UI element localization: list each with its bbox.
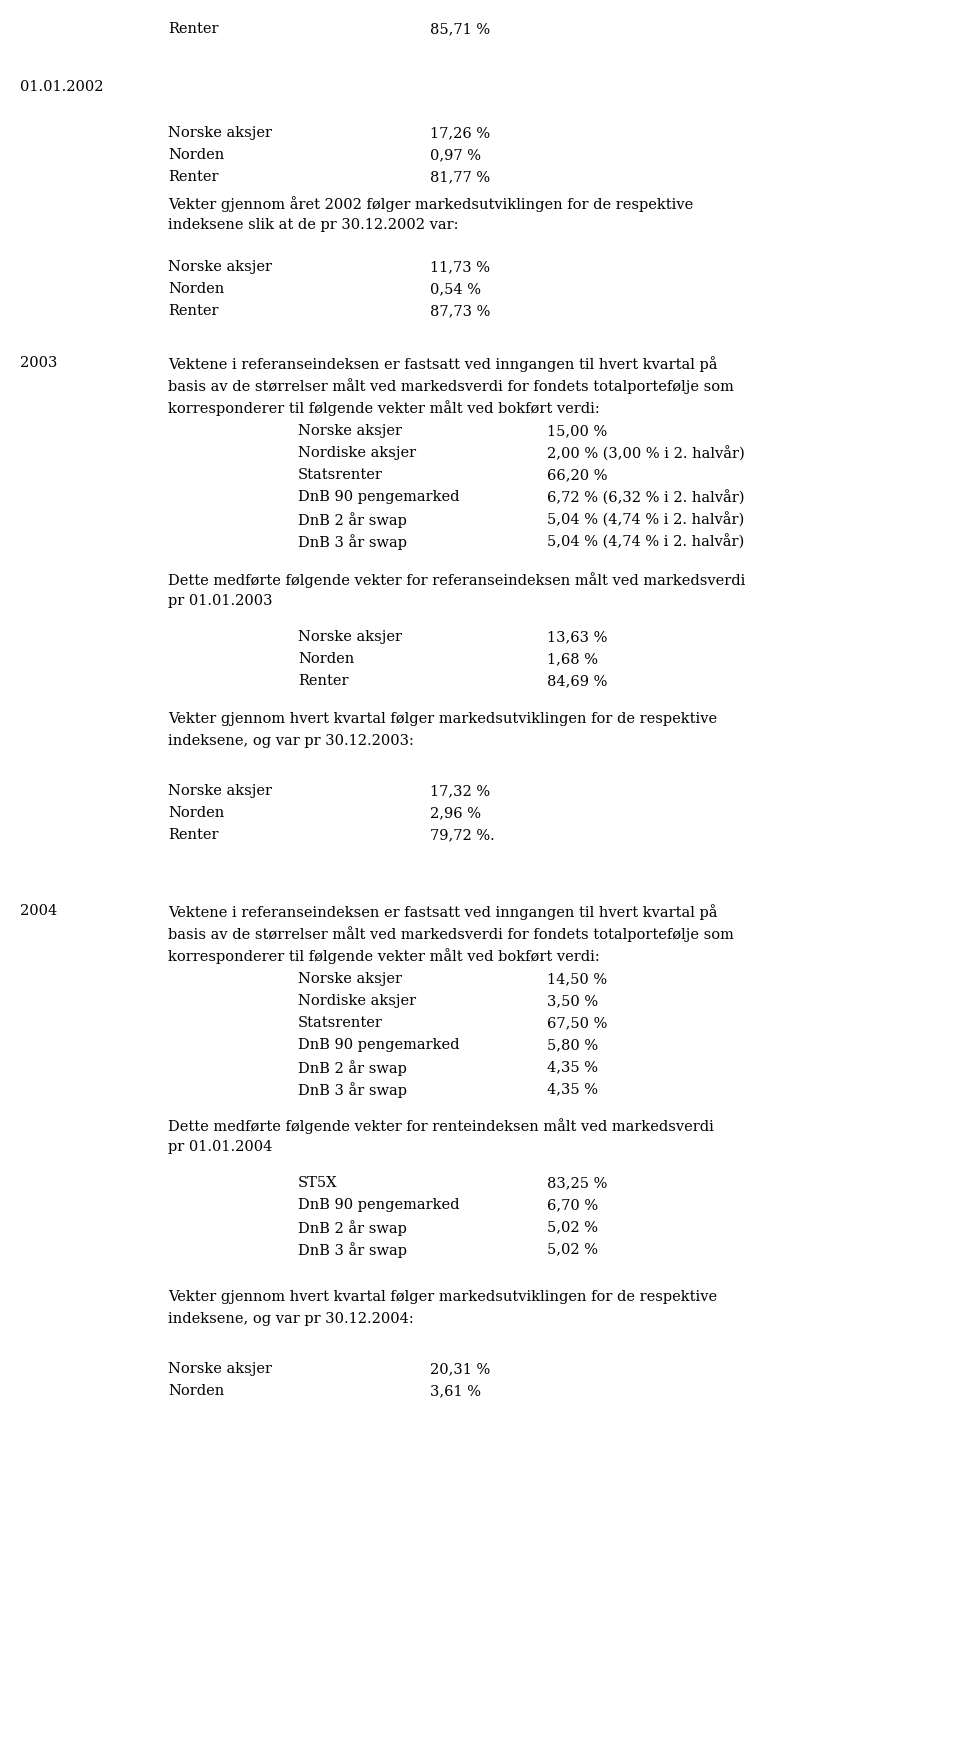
Text: Dette medførte følgende vekter for referanseindeksen målt ved markedsverdi: Dette medførte følgende vekter for refer… bbox=[168, 572, 745, 588]
Text: 14,50 %: 14,50 % bbox=[547, 972, 607, 986]
Text: Norske aksjer: Norske aksjer bbox=[168, 260, 272, 274]
Text: 3,61 %: 3,61 % bbox=[430, 1383, 481, 1397]
Text: pr 01.01.2004: pr 01.01.2004 bbox=[168, 1139, 273, 1153]
Text: indeksene slik at de pr 30.12.2002 var:: indeksene slik at de pr 30.12.2002 var: bbox=[168, 218, 459, 232]
Text: 84,69 %: 84,69 % bbox=[547, 674, 608, 688]
Text: 2004: 2004 bbox=[20, 904, 58, 918]
Text: 4,35 %: 4,35 % bbox=[547, 1060, 598, 1074]
Text: DnB 90 pengemarked: DnB 90 pengemarked bbox=[298, 1197, 460, 1211]
Text: DnB 3 år swap: DnB 3 år swap bbox=[298, 1241, 407, 1257]
Text: 5,80 %: 5,80 % bbox=[547, 1037, 598, 1051]
Text: Renter: Renter bbox=[168, 828, 219, 841]
Text: Norden: Norden bbox=[168, 147, 225, 161]
Text: 5,02 %: 5,02 % bbox=[547, 1241, 598, 1255]
Text: DnB 2 år swap: DnB 2 år swap bbox=[298, 1060, 407, 1076]
Text: DnB 2 år swap: DnB 2 år swap bbox=[298, 512, 407, 528]
Text: 0,97 %: 0,97 % bbox=[430, 147, 481, 161]
Text: Norske aksjer: Norske aksjer bbox=[168, 126, 272, 140]
Text: DnB 90 pengemarked: DnB 90 pengemarked bbox=[298, 1037, 460, 1051]
Text: Vekter gjennom hvert kvartal følger markedsutviklingen for de respektive: Vekter gjennom hvert kvartal følger mark… bbox=[168, 1290, 717, 1304]
Text: 20,31 %: 20,31 % bbox=[430, 1362, 491, 1376]
Text: 87,73 %: 87,73 % bbox=[430, 304, 491, 318]
Text: indeksene, og var pr 30.12.2004:: indeksene, og var pr 30.12.2004: bbox=[168, 1311, 414, 1325]
Text: 2003: 2003 bbox=[20, 356, 58, 370]
Text: DnB 2 år swap: DnB 2 år swap bbox=[298, 1220, 407, 1236]
Text: Norske aksjer: Norske aksjer bbox=[168, 1362, 272, 1376]
Text: Norden: Norden bbox=[298, 651, 354, 665]
Text: Norske aksjer: Norske aksjer bbox=[168, 783, 272, 797]
Text: 5,02 %: 5,02 % bbox=[547, 1220, 598, 1234]
Text: 83,25 %: 83,25 % bbox=[547, 1176, 608, 1190]
Text: Renter: Renter bbox=[168, 304, 219, 318]
Text: 6,70 %: 6,70 % bbox=[547, 1197, 598, 1211]
Text: Vekter gjennom året 2002 følger markedsutviklingen for de respektive: Vekter gjennom året 2002 følger markedsu… bbox=[168, 197, 693, 212]
Text: Vektene i referanseindeksen er fastsatt ved inngangen til hvert kvartal på: Vektene i referanseindeksen er fastsatt … bbox=[168, 904, 717, 920]
Text: basis av de størrelser målt ved markedsverdi for fondets totalportefølje som: basis av de størrelser målt ved markedsv… bbox=[168, 377, 733, 393]
Text: Renter: Renter bbox=[168, 23, 219, 37]
Text: 66,20 %: 66,20 % bbox=[547, 469, 608, 481]
Text: Norske aksjer: Norske aksjer bbox=[298, 423, 402, 437]
Text: 3,50 %: 3,50 % bbox=[547, 993, 598, 1007]
Text: 5,04 % (4,74 % i 2. halvår): 5,04 % (4,74 % i 2. halvår) bbox=[547, 512, 744, 526]
Text: pr 01.01.2003: pr 01.01.2003 bbox=[168, 593, 273, 607]
Text: ST5X: ST5X bbox=[298, 1176, 338, 1190]
Text: 5,04 % (4,74 % i 2. halvår): 5,04 % (4,74 % i 2. halvår) bbox=[547, 534, 744, 549]
Text: DnB 3 år swap: DnB 3 år swap bbox=[298, 1081, 407, 1097]
Text: Norden: Norden bbox=[168, 1383, 225, 1397]
Text: 67,50 %: 67,50 % bbox=[547, 1016, 608, 1030]
Text: Nordiske aksjer: Nordiske aksjer bbox=[298, 446, 416, 460]
Text: 2,96 %: 2,96 % bbox=[430, 806, 481, 820]
Text: 01.01.2002: 01.01.2002 bbox=[20, 81, 104, 95]
Text: 11,73 %: 11,73 % bbox=[430, 260, 490, 274]
Text: Statsrenter: Statsrenter bbox=[298, 469, 383, 481]
Text: 17,26 %: 17,26 % bbox=[430, 126, 491, 140]
Text: 85,71 %: 85,71 % bbox=[430, 23, 491, 37]
Text: 15,00 %: 15,00 % bbox=[547, 423, 608, 437]
Text: Norske aksjer: Norske aksjer bbox=[298, 630, 402, 644]
Text: Vekter gjennom hvert kvartal følger markedsutviklingen for de respektive: Vekter gjennom hvert kvartal følger mark… bbox=[168, 711, 717, 725]
Text: 2,00 % (3,00 % i 2. halvår): 2,00 % (3,00 % i 2. halvår) bbox=[547, 446, 745, 462]
Text: 79,72 %.: 79,72 %. bbox=[430, 828, 494, 841]
Text: Renter: Renter bbox=[298, 674, 348, 688]
Text: 6,72 % (6,32 % i 2. halvår): 6,72 % (6,32 % i 2. halvår) bbox=[547, 490, 745, 505]
Text: korresponderer til følgende vekter målt ved bokført verdi:: korresponderer til følgende vekter målt … bbox=[168, 400, 600, 416]
Text: Norden: Norden bbox=[168, 806, 225, 820]
Text: Vektene i referanseindeksen er fastsatt ved inngangen til hvert kvartal på: Vektene i referanseindeksen er fastsatt … bbox=[168, 356, 717, 372]
Text: Norske aksjer: Norske aksjer bbox=[298, 972, 402, 986]
Text: 81,77 %: 81,77 % bbox=[430, 170, 491, 184]
Text: 0,54 %: 0,54 % bbox=[430, 283, 481, 297]
Text: Norden: Norden bbox=[168, 283, 225, 297]
Text: Nordiske aksjer: Nordiske aksjer bbox=[298, 993, 416, 1007]
Text: 4,35 %: 4,35 % bbox=[547, 1081, 598, 1095]
Text: DnB 90 pengemarked: DnB 90 pengemarked bbox=[298, 490, 460, 504]
Text: basis av de størrelser målt ved markedsverdi for fondets totalportefølje som: basis av de størrelser målt ved markedsv… bbox=[168, 925, 733, 941]
Text: 17,32 %: 17,32 % bbox=[430, 783, 491, 797]
Text: DnB 3 år swap: DnB 3 år swap bbox=[298, 534, 407, 549]
Text: indeksene, og var pr 30.12.2003:: indeksene, og var pr 30.12.2003: bbox=[168, 734, 414, 748]
Text: 1,68 %: 1,68 % bbox=[547, 651, 598, 665]
Text: korresponderer til følgende vekter målt ved bokført verdi:: korresponderer til følgende vekter målt … bbox=[168, 948, 600, 963]
Text: Dette medførte følgende vekter for renteindeksen målt ved markedsverdi: Dette medførte følgende vekter for rente… bbox=[168, 1118, 714, 1134]
Text: Statsrenter: Statsrenter bbox=[298, 1016, 383, 1030]
Text: Renter: Renter bbox=[168, 170, 219, 184]
Text: 13,63 %: 13,63 % bbox=[547, 630, 608, 644]
